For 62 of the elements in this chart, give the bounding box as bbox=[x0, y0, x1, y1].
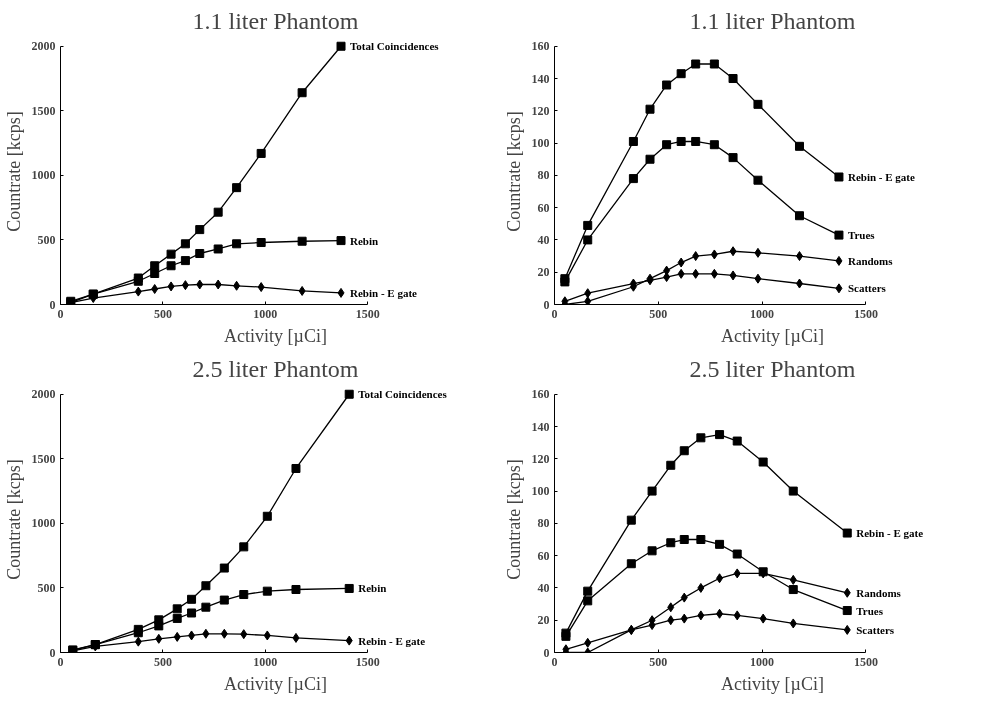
y-tick-label: 120 bbox=[531, 103, 550, 118]
y-tick-label: 60 bbox=[537, 200, 550, 215]
y-axis-title: Countrate [kcps] bbox=[503, 111, 524, 232]
series-label: Rebin - E gate bbox=[350, 286, 418, 299]
y-tick-label: 1000 bbox=[31, 516, 56, 531]
x-tick-label: 500 bbox=[153, 654, 172, 669]
y-tick-label: 20 bbox=[537, 265, 550, 280]
x-tick-label: 1000 bbox=[750, 654, 775, 669]
x-tick-label: 1000 bbox=[253, 654, 278, 669]
x-axis-title: Activity [µCi] bbox=[721, 325, 824, 346]
y-tick-label: 140 bbox=[531, 419, 550, 434]
y-tick-label: 140 bbox=[531, 71, 550, 86]
x-tick-label: 1000 bbox=[253, 306, 278, 321]
x-tick-label: 500 bbox=[649, 306, 668, 321]
x-tick-label: 500 bbox=[153, 306, 172, 321]
y-tick-label: 500 bbox=[37, 232, 56, 247]
y-tick-label: 120 bbox=[531, 451, 550, 466]
y-tick-label: 60 bbox=[537, 548, 550, 563]
x-axis-title: Activity [µCi] bbox=[224, 325, 327, 346]
x-axis-title: Activity [µCi] bbox=[224, 673, 327, 694]
y-tick-label: 80 bbox=[537, 516, 550, 531]
x-tick-label: 1500 bbox=[853, 654, 878, 669]
series-label: Rebin bbox=[358, 582, 387, 595]
series-label: Randoms bbox=[847, 254, 894, 267]
y-tick-label: 160 bbox=[531, 387, 550, 402]
series-label: Total Coincidences bbox=[350, 40, 440, 53]
x-tick-label: 1500 bbox=[355, 654, 380, 669]
series-label: Randoms bbox=[856, 586, 902, 599]
y-tick-label: 100 bbox=[531, 484, 550, 499]
y-tick-label: 100 bbox=[531, 136, 550, 151]
y-tick-label: 20 bbox=[537, 613, 550, 628]
y-axis-title: Countrate [kcps] bbox=[503, 459, 524, 580]
series-label: Rebin - E gate bbox=[856, 527, 924, 540]
series-label: Trues bbox=[847, 229, 876, 242]
series-label: Scatters bbox=[847, 282, 887, 295]
y-tick-label: 500 bbox=[37, 580, 56, 595]
y-tick-label: 80 bbox=[537, 168, 550, 183]
series-label: Scatters bbox=[856, 623, 895, 636]
x-tick-label: 500 bbox=[649, 654, 668, 669]
x-tick-label: 1000 bbox=[750, 306, 775, 321]
chart-title: 1.1 liter Phantom bbox=[192, 7, 359, 34]
y-tick-label: 40 bbox=[537, 580, 550, 595]
y-tick-label: 2000 bbox=[31, 387, 56, 402]
x-tick-label: 1500 bbox=[853, 306, 878, 321]
series-label: Rebin - E gate bbox=[847, 170, 915, 183]
y-tick-label: 1000 bbox=[31, 168, 56, 183]
series-label: Trues bbox=[856, 604, 884, 617]
series-label: Rebin bbox=[350, 234, 379, 247]
y-axis-title: Countrate [kcps] bbox=[3, 459, 24, 580]
chart-title: 1.1 liter Phantom bbox=[689, 7, 856, 34]
y-tick-label: 40 bbox=[537, 232, 550, 247]
series-label: Rebin - E gate bbox=[358, 634, 426, 647]
chart-title: 2.5 liter Phantom bbox=[689, 355, 856, 382]
y-tick-label: 1500 bbox=[31, 103, 56, 118]
chart-title: 2.5 liter Phantom bbox=[192, 355, 359, 382]
series-label: Total Coincidences bbox=[358, 388, 448, 401]
y-tick-label: 2000 bbox=[31, 39, 56, 54]
x-tick-label: 1500 bbox=[355, 306, 380, 321]
y-tick-label: 160 bbox=[531, 39, 550, 54]
x-axis-title: Activity [µCi] bbox=[721, 673, 824, 694]
y-tick-label: 1500 bbox=[31, 451, 56, 466]
y-axis-title: Countrate [kcps] bbox=[3, 111, 24, 232]
